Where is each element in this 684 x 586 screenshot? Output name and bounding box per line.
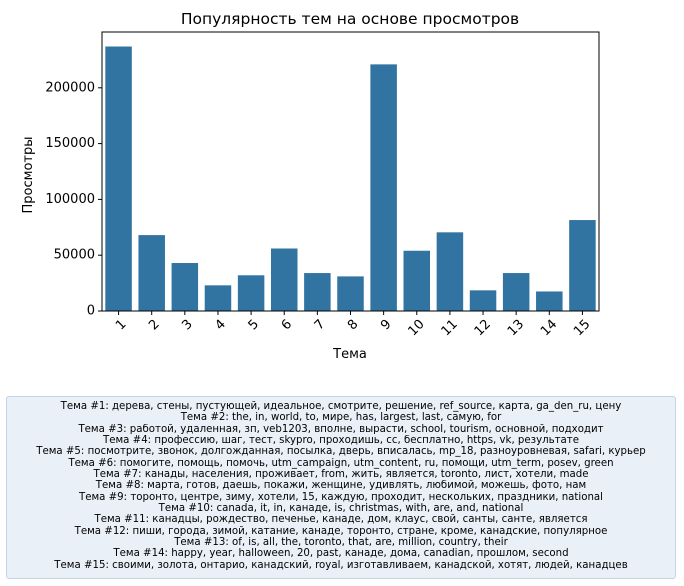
y-tick-label: 0 <box>87 304 95 319</box>
bar-topic-10 <box>403 250 431 311</box>
y-tick-label: 100000 <box>45 192 95 207</box>
x-tick-label: 12 <box>472 317 494 339</box>
y-tick-label: 200000 <box>45 80 95 95</box>
bar-topic-5 <box>237 275 265 311</box>
x-tick-label: 10 <box>405 317 427 339</box>
legend-entry: Тема #9: торонто, центре, зиму, хотели, … <box>78 491 604 503</box>
x-tick-label: 2 <box>146 317 162 333</box>
bar-topic-13 <box>502 273 530 311</box>
x-tick-label: 1 <box>113 317 129 333</box>
legend-entry: Тема #10: canada, it, in, канаде, is, ch… <box>158 503 524 515</box>
legend-entry: Тема #7: канады, населения, проживает, f… <box>93 469 589 481</box>
chart-title: Популярность тем на основе просмотров <box>181 10 519 28</box>
legend-entry: Тема #2: the, in, world, to, мире, has, … <box>180 412 502 424</box>
bar-topic-4 <box>204 285 232 311</box>
x-tick-label: 7 <box>312 317 328 333</box>
x-tick-label: 9 <box>378 317 394 333</box>
bar-topic-11 <box>436 232 464 311</box>
legend-entry: Тема #15: своими, золота, онтарио, канад… <box>54 559 628 571</box>
plot-frame <box>101 31 600 312</box>
x-tick-label: 14 <box>538 317 560 339</box>
bar-topic-3 <box>171 263 199 311</box>
bar-topic-12 <box>469 290 497 311</box>
bar-topic-6 <box>270 248 298 311</box>
bar-topic-15 <box>569 220 596 311</box>
legend-entry: Тема #6: помогите, помощь, помочь, utm_c… <box>68 457 614 469</box>
legend-entry: Тема #4: профессию, шаг, тест, skypro, п… <box>103 435 579 447</box>
x-tick-label: 15 <box>571 317 593 339</box>
bar-topic-9 <box>370 64 397 311</box>
y-axis-label: Просмотры <box>21 137 36 214</box>
legend-entry: Тема #12: пиши, города, зимой, катание, … <box>74 525 608 537</box>
legend-entry: Тема #3: работой, удаленная, зп, veb1203… <box>78 423 604 435</box>
x-tick-label: 8 <box>345 317 361 333</box>
y-tick-label: 150000 <box>45 136 95 151</box>
x-tick-label: 5 <box>246 317 262 333</box>
topic-legend: Тема #1: дерева, стены, пустующей, идеал… <box>6 396 676 579</box>
x-tick-label: 4 <box>212 317 228 333</box>
bar-topic-7 <box>304 273 331 311</box>
legend-entry: Тема #1: дерева, стены, пустующей, идеал… <box>60 401 622 412</box>
y-tick-label: 50000 <box>54 248 95 263</box>
x-axis-label: Тема <box>332 347 367 362</box>
legend-entry: Тема #11: канадцы, рождество, печенье, к… <box>94 514 588 526</box>
legend-entry: Тема #13: of, is, all, the, toronto, tha… <box>174 537 508 549</box>
bar-topic-8 <box>337 276 364 311</box>
x-tick-label: 6 <box>279 317 295 333</box>
legend-entry: Тема #8: марта, готов, даешь, покажи, же… <box>95 480 587 492</box>
legend-entry: Тема #14: happy, year, halloween, 20, pa… <box>113 548 569 560</box>
x-tick-label: 13 <box>505 317 527 339</box>
bar-topic-14 <box>536 291 563 311</box>
x-tick-label: 11 <box>439 317 461 339</box>
x-tick-label: 3 <box>179 317 195 333</box>
legend-entry: Тема #5: посмотрите, звонок, долгожданна… <box>36 446 646 458</box>
bar-topic-2 <box>138 235 165 311</box>
plot-area: 1 2 3 4 5 6 7 8 9 10 11 12 13 14 150500001000001500002… <box>45 46 596 339</box>
bar-topic-1 <box>105 46 132 311</box>
